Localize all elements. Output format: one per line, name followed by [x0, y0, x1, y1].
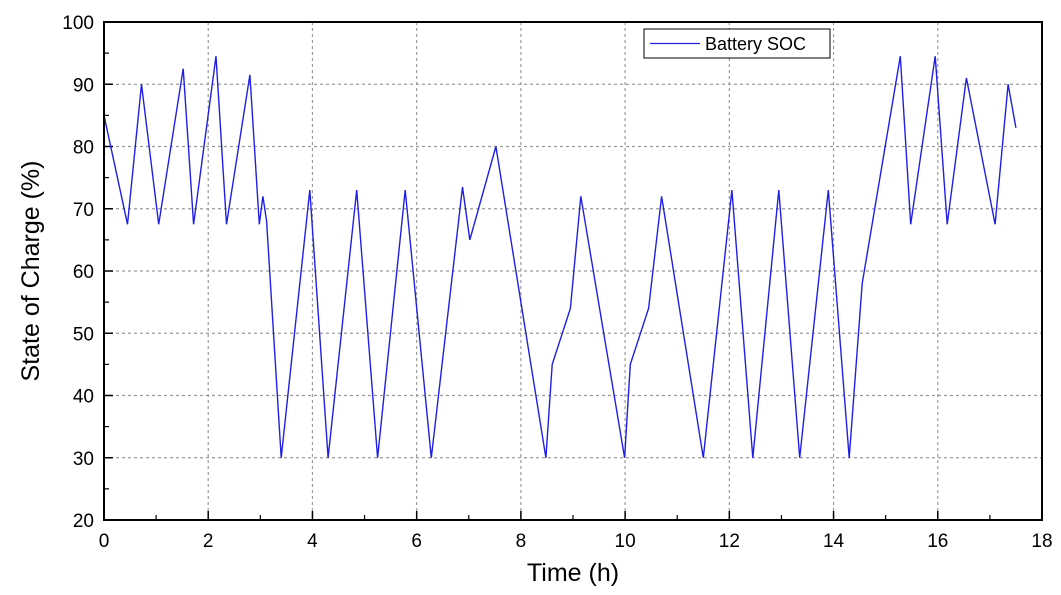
x-tick-label: 0 [99, 531, 110, 552]
series-layer [103, 56, 1017, 458]
x-tick-label: 14 [823, 531, 845, 552]
legend: Battery SOC [643, 28, 831, 59]
y-tick-label: 90 [73, 75, 94, 96]
legend-label-battery-soc: Battery SOC [705, 34, 806, 54]
y-tick-label: 100 [62, 13, 94, 34]
y-tick-label: 60 [73, 262, 94, 283]
y-tick-label: 40 [73, 387, 94, 408]
x-tick-label: 12 [719, 531, 740, 552]
x-tick-label: 6 [411, 531, 422, 552]
plot-frame [103, 21, 1043, 521]
y-tick-label: 20 [73, 511, 94, 532]
grid-lines [104, 22, 1042, 520]
x-tick-label: 18 [1031, 531, 1052, 552]
series-line-battery-soc [103, 56, 1017, 458]
y-axis-title: State of Charge (%) [17, 161, 45, 382]
x-axis-title: Time (h) [527, 559, 619, 587]
y-tick-label: 80 [73, 138, 94, 159]
x-tick-label: 16 [927, 531, 948, 552]
tick-labels: 0 2 4 6 8 10 12 14 16 18 20 30 40 50 60 70 80 90 100 [62, 13, 1052, 552]
x-tick-label: 4 [307, 531, 318, 552]
y-tick-label: 70 [73, 200, 94, 221]
y-tick-label: 30 [73, 449, 94, 470]
x-tick-label: 10 [615, 531, 636, 552]
x-tick-label: 8 [516, 531, 527, 552]
x-tick-label: 2 [203, 531, 214, 552]
y-tick-label: 50 [73, 324, 94, 345]
